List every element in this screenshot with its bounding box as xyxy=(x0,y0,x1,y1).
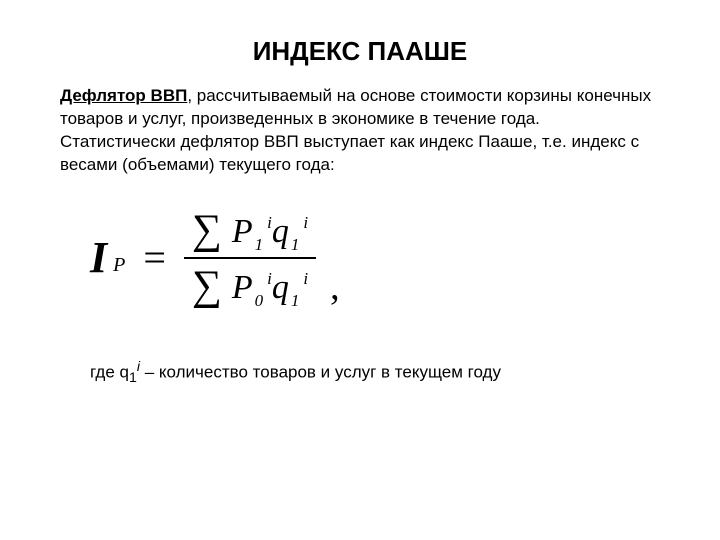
formula-lhs: I P xyxy=(90,232,125,283)
slide: ИНДЕКС ПААШЕ Дефлятор ВВП, рассчитываемы… xyxy=(0,0,720,540)
den-p-sub: 0 xyxy=(255,291,264,311)
body-paragraph: Дефлятор ВВП, рассчитываемый на основе с… xyxy=(60,85,660,177)
fraction: ∑ P 1 i q 1 i ∑ P 0 i xyxy=(184,207,316,309)
lhs-subscript: P xyxy=(113,254,125,277)
fraction-bar xyxy=(184,257,316,259)
den-q-sub: 1 xyxy=(291,291,300,311)
sigma-icon: ∑ xyxy=(192,265,222,307)
formula: I P = ∑ P 1 i q 1 i ∑ xyxy=(90,207,660,309)
footer-sub: 1 xyxy=(129,370,137,386)
num-p-term: P 1 i xyxy=(232,213,272,251)
lead-term: Дефлятор ВВП xyxy=(60,86,187,105)
footer-note: где q1i – количество товаров и услуг в т… xyxy=(90,359,660,386)
den-q-sup: i xyxy=(303,269,308,289)
denominator: ∑ P 0 i q 1 i xyxy=(184,263,316,309)
equals-sign: = xyxy=(143,234,166,281)
den-q-base: q xyxy=(272,269,289,307)
lhs-base: I xyxy=(90,232,107,283)
formula-comma: , xyxy=(330,265,340,309)
num-q-base: q xyxy=(272,213,289,251)
den-p-base: P xyxy=(232,269,253,307)
num-p-base: P xyxy=(232,213,253,251)
den-q-term: q 1 i xyxy=(272,269,308,307)
footer-prefix: где q xyxy=(90,362,129,381)
footer-rest: – количество товаров и услуг в текущем г… xyxy=(140,362,501,381)
num-p-sub: 1 xyxy=(255,235,264,255)
slide-title: ИНДЕКС ПААШЕ xyxy=(60,36,660,67)
sigma-icon: ∑ xyxy=(192,209,222,251)
den-p-term: P 0 i xyxy=(232,269,272,307)
num-q-sup: i xyxy=(303,213,308,233)
num-q-sub: 1 xyxy=(291,235,300,255)
numerator: ∑ P 1 i q 1 i xyxy=(184,207,316,253)
num-q-term: q 1 i xyxy=(272,213,308,251)
